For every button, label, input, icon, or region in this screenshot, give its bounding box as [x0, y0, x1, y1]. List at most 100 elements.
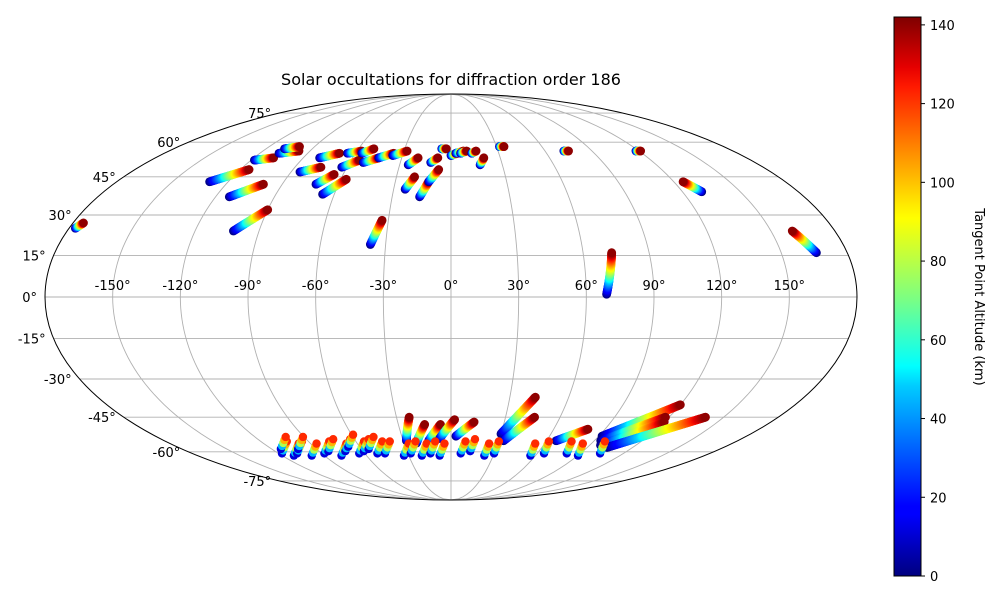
latitude-tick-label: 60° — [157, 136, 180, 151]
longitude-tick-labels: -150° -120° -90° -60° -30° 0° 30° 60° 90° 120° 150… — [95, 279, 805, 294]
track-point — [564, 146, 573, 156]
occultation-track — [295, 162, 326, 177]
track-point — [378, 437, 387, 446]
track-point — [369, 144, 379, 154]
occultation-cluster — [344, 430, 358, 451]
colorbar-tick-label: 0 — [930, 570, 938, 585]
occultation-cluster — [465, 435, 480, 456]
latitude-tick-label: -75° — [243, 475, 271, 490]
track-point — [79, 218, 88, 228]
track-point — [567, 437, 576, 446]
track-point — [675, 400, 685, 410]
track-point — [420, 420, 430, 429]
longitude-tick-label: 120° — [706, 279, 737, 294]
occultation-track — [456, 146, 472, 158]
occultation-track — [400, 172, 420, 194]
track-point — [531, 439, 540, 448]
latitude-tick-label: -30° — [44, 373, 72, 388]
occultation-track — [229, 205, 273, 236]
track-point — [484, 439, 494, 448]
occultation-track — [426, 153, 443, 167]
occultation-track — [315, 148, 344, 163]
latitude-tick-label: 15° — [23, 249, 46, 264]
occultation-track — [70, 218, 88, 233]
longitude-tick-label: 90° — [642, 279, 665, 294]
track-point — [787, 226, 797, 236]
occultation-track — [435, 415, 459, 443]
track-point — [411, 437, 420, 446]
colorbar-tick-label: 40 — [930, 413, 947, 428]
occultation-cluster — [435, 439, 449, 460]
track-point — [544, 437, 554, 446]
occultation-track — [205, 165, 254, 187]
occultation-cluster — [426, 437, 440, 458]
track-point — [441, 144, 451, 154]
longitude-tick-label: 0° — [444, 279, 459, 294]
longitude-tick-label: 150° — [774, 279, 805, 294]
occultation-cluster — [562, 437, 576, 458]
occultation-track — [467, 146, 481, 158]
occultation-cluster — [380, 437, 394, 458]
latitude-tick-label: 30° — [49, 209, 72, 224]
latitude-tick-label: -45° — [88, 411, 116, 426]
track-point — [329, 169, 339, 179]
track-point — [316, 162, 326, 172]
track-point — [499, 142, 509, 151]
track-point — [494, 437, 504, 446]
track-point — [600, 437, 610, 446]
track-point — [422, 439, 431, 448]
track-point — [348, 430, 358, 439]
occultation-track — [224, 179, 268, 202]
track-point — [636, 146, 646, 156]
track-point — [450, 415, 459, 425]
occultation-cluster — [480, 439, 494, 460]
colorbar-ticks: 0 20 40 60 80 100 120 140 — [921, 19, 955, 585]
occultation-cluster — [526, 439, 540, 460]
latitude-tick-label: -15° — [18, 333, 46, 348]
track-point — [530, 412, 540, 422]
longitude-tick-label: 60° — [575, 279, 598, 294]
occultation-cluster — [324, 435, 338, 456]
longitude-tick-label: -120° — [162, 279, 198, 294]
longitude-tick-label: -30° — [369, 279, 397, 294]
occultation-track — [388, 146, 412, 160]
track-point — [678, 177, 688, 187]
occultation-cluster — [364, 432, 378, 454]
track-point — [377, 215, 387, 225]
track-point — [471, 146, 481, 156]
track-point — [434, 165, 444, 174]
occultation-track — [602, 248, 617, 299]
track-point — [328, 435, 338, 444]
track-point — [259, 179, 268, 189]
occultation-track — [365, 215, 387, 249]
track-point — [659, 417, 669, 427]
colorbar-tick-label: 80 — [930, 255, 947, 270]
latitude-tick-label: -60° — [153, 446, 181, 461]
track-point — [341, 174, 351, 184]
track-point — [413, 153, 423, 163]
colorbar-tick-label: 100 — [930, 176, 955, 191]
track-point — [263, 205, 273, 215]
occultation-track — [475, 153, 489, 170]
track-point — [335, 148, 344, 158]
track-point — [578, 439, 588, 448]
occultation-track — [424, 420, 445, 446]
track-point — [479, 153, 489, 163]
colorbar-tick-label: 120 — [930, 98, 955, 113]
track-point — [461, 437, 470, 446]
track-point — [469, 417, 479, 427]
occultation-track — [678, 177, 707, 197]
track-point — [281, 432, 290, 442]
track-point — [312, 439, 321, 448]
occultation-track — [495, 142, 509, 151]
occultation-cluster — [573, 439, 588, 460]
chart-title: Solar occultations for diffraction order… — [281, 70, 621, 89]
track-point — [298, 432, 308, 442]
occultation-track — [357, 144, 379, 158]
track-point — [385, 437, 394, 446]
track-point — [410, 172, 420, 182]
latitude-tick-labels: -75° -60° -45° -30° -15° 0° 15° 30° 45° 60° 75° — [18, 107, 271, 490]
latitude-tick-label: 75° — [248, 107, 271, 122]
track-point — [436, 420, 445, 429]
